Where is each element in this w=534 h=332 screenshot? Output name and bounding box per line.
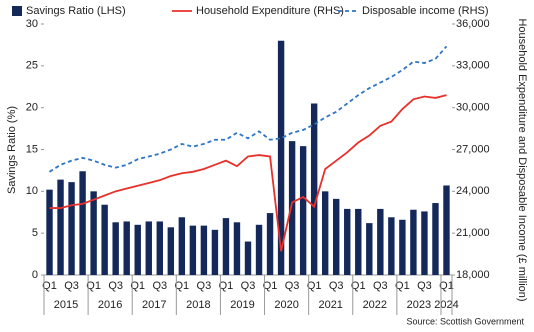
bar bbox=[68, 182, 75, 275]
x-tick-label: Q1 bbox=[307, 280, 322, 292]
legend-swatch bbox=[12, 6, 22, 16]
bar bbox=[57, 179, 64, 275]
bar bbox=[178, 217, 186, 275]
y2-tick-label: 30,000 bbox=[456, 102, 490, 114]
bar bbox=[101, 204, 108, 275]
y2-axis-title: Household Expenditure and Disposable Inc… bbox=[516, 18, 528, 301]
y-tick-label: 15 bbox=[26, 143, 38, 155]
bar bbox=[46, 189, 53, 275]
bar bbox=[321, 191, 329, 275]
year-label: 2020 bbox=[274, 299, 298, 311]
year-label: 2022 bbox=[363, 299, 387, 311]
x-tick-label: Q3 bbox=[241, 280, 256, 292]
line bbox=[49, 94, 447, 252]
line bbox=[49, 45, 448, 173]
y-tick-label: 20 bbox=[26, 102, 38, 114]
bar bbox=[200, 225, 208, 275]
legend-label: Disposable income (RHS) bbox=[362, 5, 489, 17]
bar bbox=[90, 191, 97, 275]
x-tick-label: Q1 bbox=[42, 280, 57, 292]
year-label: 2017 bbox=[142, 299, 166, 311]
y2-tick-label: 24,000 bbox=[456, 185, 490, 197]
x-tick-label: Q3 bbox=[329, 280, 344, 292]
bar bbox=[145, 221, 152, 275]
x-tick-label: Q3 bbox=[152, 280, 167, 292]
x-tick-label: Q1 bbox=[219, 280, 234, 292]
x-tick-label: Q3 bbox=[373, 280, 388, 292]
bar bbox=[333, 198, 340, 275]
year-label: 2024 bbox=[434, 299, 458, 311]
bar bbox=[79, 171, 86, 275]
y-axis-title: Savings Ratio (%) bbox=[6, 106, 18, 194]
y2-tick-label: 27,000 bbox=[456, 143, 490, 155]
x-tick-label: Q1 bbox=[86, 280, 101, 292]
bar bbox=[112, 222, 119, 275]
y2-tick-label: 18,000 bbox=[456, 269, 490, 281]
bar bbox=[377, 208, 384, 275]
y2-tick-label: 36,000 bbox=[456, 18, 490, 30]
bar bbox=[443, 185, 450, 275]
x-tick-label: Q1 bbox=[351, 280, 366, 292]
y-tick-label: 0 bbox=[32, 269, 38, 281]
bar bbox=[211, 229, 219, 275]
year-label: 2019 bbox=[230, 299, 254, 311]
source: Source: Scottish Government bbox=[406, 316, 524, 326]
bar bbox=[421, 211, 428, 275]
y2-tick-label: 21,000 bbox=[456, 227, 490, 239]
x-tick-label: Q1 bbox=[174, 280, 189, 292]
x-tick-label: Q1 bbox=[263, 280, 278, 292]
bar bbox=[255, 224, 263, 275]
x-tick-label: Q1 bbox=[395, 280, 410, 292]
x-tick-label: Q3 bbox=[417, 280, 432, 292]
year-label: 2015 bbox=[54, 299, 78, 311]
year-label: 2018 bbox=[186, 299, 210, 311]
bar bbox=[167, 227, 175, 275]
bar bbox=[277, 40, 285, 275]
bar bbox=[410, 209, 417, 275]
y-tick-label: 30 bbox=[26, 18, 38, 30]
bar bbox=[355, 208, 362, 275]
y-tick-label: 25 bbox=[26, 60, 38, 72]
bar bbox=[189, 225, 197, 275]
y-tick-label: 5 bbox=[32, 227, 38, 239]
bar bbox=[123, 221, 130, 275]
year-label: 2016 bbox=[98, 299, 122, 311]
y-tick-label: 10 bbox=[26, 185, 38, 197]
bar bbox=[299, 146, 307, 275]
bar bbox=[310, 103, 318, 275]
year-label: 2021 bbox=[318, 299, 342, 311]
x-tick-label: Q3 bbox=[108, 280, 123, 292]
bar bbox=[366, 223, 373, 275]
bar bbox=[266, 213, 274, 275]
bar bbox=[432, 203, 439, 275]
year-label: 2023 bbox=[407, 299, 431, 311]
x-tick-label: Q3 bbox=[285, 280, 300, 292]
legend-label: Savings Ratio (LHS) bbox=[26, 5, 126, 17]
bar bbox=[233, 222, 241, 275]
x-tick-label: Q3 bbox=[197, 280, 212, 292]
bar bbox=[222, 218, 230, 275]
legend-label: Household Expenditure (RHS) bbox=[196, 5, 344, 17]
bar bbox=[156, 221, 163, 275]
x-tick-label: Q1 bbox=[130, 280, 145, 292]
bar bbox=[388, 217, 395, 275]
bar bbox=[244, 241, 252, 275]
bar bbox=[288, 141, 296, 275]
bar bbox=[134, 224, 141, 275]
bar bbox=[344, 208, 351, 275]
x-tick-label: Q3 bbox=[64, 280, 79, 292]
x-tick-label: Q1 bbox=[439, 280, 454, 292]
bar bbox=[399, 219, 406, 275]
y2-tick-label: 33,000 bbox=[456, 60, 490, 72]
